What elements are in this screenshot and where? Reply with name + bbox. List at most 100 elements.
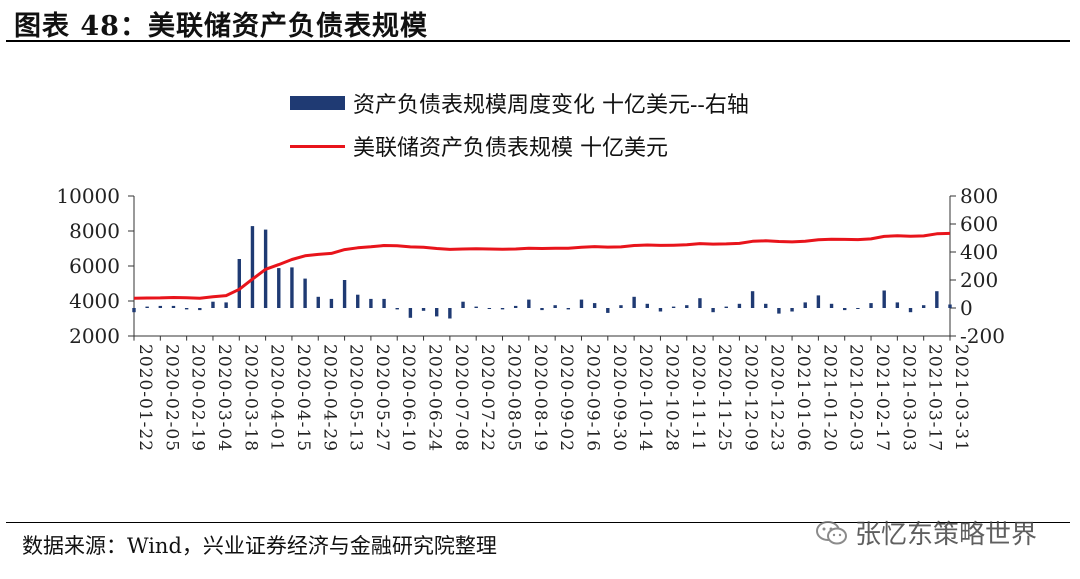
x-axis-tick-label: 2021-03-03 xyxy=(898,344,918,452)
weekly-change-bar xyxy=(513,305,518,308)
weekly-change-bar xyxy=(908,308,913,313)
weekly-change-bar xyxy=(566,308,571,310)
x-axis-tick-label: 2020-11-25 xyxy=(714,344,734,452)
weekly-change-bar xyxy=(277,268,281,308)
left-axis: 2000 4000 6000 8000 10000 xyxy=(56,184,135,348)
weekly-change-bar xyxy=(829,303,834,308)
x-axis-tick-label: 2021-01-06 xyxy=(793,344,813,452)
x-axis-tick-label: 2020-08-19 xyxy=(530,344,550,452)
page-title: 图表 48：美联储资产负债表规模 xyxy=(14,11,428,42)
right-axis-tick-label: 200 xyxy=(960,268,998,292)
weekly-change-bar xyxy=(448,308,452,319)
wechat-icon xyxy=(816,520,847,544)
weekly-change-bar xyxy=(921,305,926,308)
weekly-change-bar xyxy=(369,298,373,308)
balance-sheet-line xyxy=(133,231,951,300)
right-axis-tick-label: -200 xyxy=(960,324,1005,348)
weekly-change-bar xyxy=(843,308,847,311)
weekly-change-bar xyxy=(382,298,386,308)
x-axis-tick-label: 2021-03-31 xyxy=(951,344,971,452)
x-axis-tick-label: 2020-04-29 xyxy=(319,344,339,452)
weekly-change-bar xyxy=(895,302,900,308)
weekly-change-bar xyxy=(579,299,584,308)
weekly-change-bar xyxy=(329,298,334,308)
weekly-change-bar xyxy=(737,303,742,308)
weekly-change-bar xyxy=(698,298,702,308)
weekly-change-bar xyxy=(632,296,636,308)
chart-legend: 资产负债表规模周度变化 十亿美元--右轴 美联储资产负债表规模 十亿美元 xyxy=(290,86,749,172)
left-axis-tick-label: 6000 xyxy=(69,254,120,278)
x-axis-tick-label: 2020-09-16 xyxy=(582,344,602,452)
x-axis-tick-label: 2020-09-30 xyxy=(609,344,629,452)
x-axis-tick-label: 2020-06-10 xyxy=(398,344,418,452)
weekly-change-bar xyxy=(711,308,715,313)
x-axis-tick-label: 2021-02-03 xyxy=(846,344,866,452)
weekly-change-bar xyxy=(198,308,202,311)
footer-rule xyxy=(6,522,1070,523)
weekly-change-bar xyxy=(671,306,676,308)
weekly-change-bar xyxy=(290,267,294,308)
x-axis-tick-label: 2020-02-19 xyxy=(188,344,208,452)
watermark: 张忆东策略世界 xyxy=(815,514,1037,551)
legend-swatch-bar xyxy=(290,96,345,110)
weekly-change-bar xyxy=(619,305,623,308)
weekly-change-bar xyxy=(211,301,215,308)
weekly-change-bar xyxy=(435,308,439,317)
weekly-change-bar xyxy=(500,308,505,310)
x-axis-tick-label: 2020-06-24 xyxy=(425,344,445,452)
x-axis-tick-label: 2020-11-11 xyxy=(688,344,708,452)
x-axis: 2020-01-22 2020-02-05 2020-02-19 2020-03-04… xyxy=(133,335,971,452)
weekly-change-bar xyxy=(527,299,531,308)
x-axis-tick-label: 2020-12-09 xyxy=(740,344,760,452)
x-axis-tick-label: 2021-02-17 xyxy=(872,344,892,452)
weekly-change-bar xyxy=(421,308,426,311)
left-axis-tick-label: 4000 xyxy=(69,289,120,313)
legend-item-line: 美联储资产负债表规模 十亿美元 xyxy=(290,129,749,163)
right-axis-tick-label: 400 xyxy=(960,240,998,264)
x-axis-tick-label: 2020-04-01 xyxy=(267,344,287,452)
x-axis-tick-label: 2021-03-17 xyxy=(925,344,945,452)
weekly-change-bar xyxy=(487,308,492,309)
right-axis-tick-label: 800 xyxy=(960,184,998,208)
legend-label-bar: 资产负债表规模周度变化 十亿美元--右轴 xyxy=(353,93,749,118)
weekly-change-bar xyxy=(803,302,807,308)
weekly-change-bar xyxy=(461,301,465,308)
weekly-change-bar xyxy=(158,305,163,308)
left-axis-tick-label: 8000 xyxy=(69,219,120,243)
x-axis-tick-label: 2021-01-20 xyxy=(819,344,839,452)
weekly-change-bar xyxy=(132,308,136,313)
weekly-change-bar xyxy=(224,302,228,308)
right-axis-tick-label: 600 xyxy=(960,212,998,236)
weekly-change-bar xyxy=(685,305,689,308)
weekly-change-bar xyxy=(869,303,873,308)
watermark-text: 张忆东策略世界 xyxy=(855,520,1038,550)
x-axis-tick-label: 2020-12-23 xyxy=(767,344,787,452)
x-axis-tick-label: 2020-02-05 xyxy=(161,344,181,452)
right-axis: -200 0 200 400 600 800 xyxy=(949,184,1005,348)
weekly-change-bar xyxy=(948,304,952,308)
weekly-change-bar xyxy=(816,295,821,308)
weekly-change-bar xyxy=(474,306,478,308)
weekly-change-bar xyxy=(553,305,557,308)
weekly-change-bar xyxy=(356,294,360,308)
weekly-change-bar xyxy=(790,308,794,312)
weekly-change-bar xyxy=(645,303,649,308)
weekly-change-bar xyxy=(237,259,241,308)
x-axis-tick-label: 2020-09-02 xyxy=(556,344,576,452)
x-axis-tick-label: 2020-03-04 xyxy=(214,344,234,452)
balance-sheet-line-path xyxy=(133,231,951,300)
right-axis-tick-label: 0 xyxy=(960,296,973,320)
weekly-change-bar xyxy=(303,278,307,308)
weekly-change-bar xyxy=(342,280,347,308)
weekly-change-bar xyxy=(540,308,544,311)
title-rule xyxy=(6,40,1070,42)
weekly-change-bar xyxy=(606,308,610,313)
legend-swatch-line xyxy=(290,144,345,148)
left-axis-tick-label: 10000 xyxy=(56,184,120,208)
weekly-change-bar xyxy=(658,308,663,312)
x-axis-tick-label: 2020-10-14 xyxy=(635,344,655,452)
weekly-change-bar xyxy=(592,303,597,308)
legend-label-line: 美联储资产负债表规模 十亿美元 xyxy=(353,136,668,161)
x-axis-tick-label: 2020-07-22 xyxy=(477,344,497,452)
x-axis-tick-label: 2020-05-13 xyxy=(346,344,366,452)
